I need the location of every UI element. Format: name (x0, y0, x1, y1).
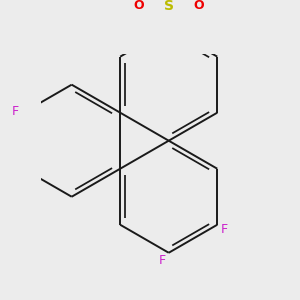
Text: S: S (164, 0, 174, 13)
Text: F: F (159, 254, 166, 267)
Text: O: O (134, 0, 145, 12)
Text: F: F (221, 223, 228, 236)
Text: F: F (12, 105, 19, 118)
Text: O: O (193, 0, 204, 12)
